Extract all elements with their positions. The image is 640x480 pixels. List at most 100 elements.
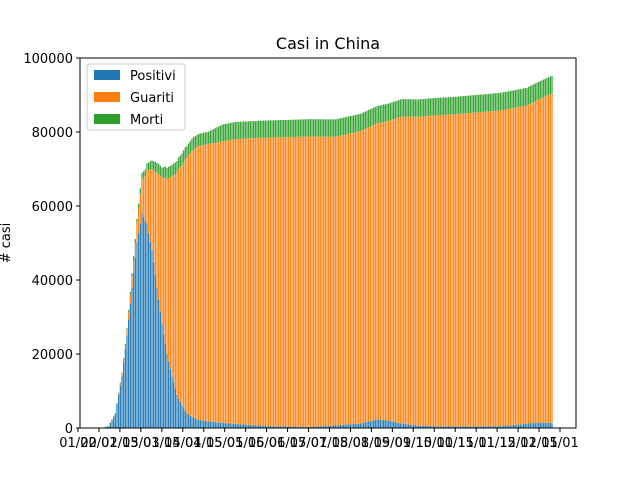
bar-guariti <box>199 145 201 421</box>
bar-morti <box>141 172 143 179</box>
bar-morti <box>219 125 221 142</box>
bar-morti <box>121 372 123 374</box>
bar-guariti <box>513 107 515 425</box>
bar-positivi <box>534 423 536 428</box>
bar-positivi <box>526 423 528 428</box>
bar-guariti <box>549 94 551 423</box>
bar-positivi <box>478 426 480 428</box>
bar-positivi <box>366 421 368 428</box>
bar-positivi <box>464 426 466 428</box>
bar-guariti <box>538 99 540 423</box>
bar-positivi <box>424 425 426 428</box>
bar-morti <box>406 99 408 117</box>
plot-frame <box>79 57 577 429</box>
bar-morti <box>281 120 283 138</box>
bar-guariti <box>294 136 296 427</box>
bar-positivi <box>294 426 296 428</box>
bar-guariti <box>304 136 306 427</box>
bar-positivi <box>508 425 510 428</box>
bar-morti <box>426 98 428 117</box>
bar-positivi <box>431 426 433 428</box>
bar-morti <box>389 102 391 121</box>
bar-morti <box>186 145 188 158</box>
bar-positivi <box>309 426 311 428</box>
bar-guariti <box>396 118 398 423</box>
bar-guariti <box>469 112 471 427</box>
y-axis-label: # casi <box>0 223 14 264</box>
bar-guariti <box>296 136 298 427</box>
legend-label-guariti: Guariti <box>130 91 174 106</box>
bar-morti <box>381 104 383 123</box>
bar-guariti <box>548 95 550 423</box>
bar-morti <box>378 105 380 124</box>
bar-guariti <box>353 132 355 425</box>
bar-positivi <box>136 243 138 428</box>
bar-positivi <box>178 398 180 428</box>
bar-guariti <box>298 136 300 427</box>
bar-morti <box>414 99 416 117</box>
bar-positivi <box>118 394 120 428</box>
bar-guariti <box>389 120 391 421</box>
bar-positivi <box>368 421 370 428</box>
bar-positivi <box>279 426 281 428</box>
bar-morti <box>203 132 205 145</box>
bar-morti <box>198 133 200 147</box>
bar-guariti <box>523 106 525 425</box>
bar-positivi <box>421 425 423 428</box>
bar-guariti <box>461 113 463 427</box>
bar-morti <box>541 80 543 99</box>
bar-morti <box>511 90 513 109</box>
bar-positivi <box>219 422 221 428</box>
bar-positivi <box>131 287 133 428</box>
bar-guariti <box>509 108 511 426</box>
bar-positivi <box>374 419 376 428</box>
bar-guariti <box>286 137 288 427</box>
bar-positivi <box>236 424 238 428</box>
bar-guariti <box>281 137 283 427</box>
bar-morti <box>514 90 516 108</box>
bar-morti <box>526 87 528 106</box>
bar-morti <box>323 119 325 137</box>
bar-guariti <box>254 138 256 426</box>
bar-positivi <box>344 424 346 428</box>
y-tick-label: 20000 <box>32 348 73 363</box>
bar-positivi <box>334 425 336 428</box>
bar-morti <box>163 167 165 178</box>
bar-positivi <box>173 382 175 428</box>
bar-morti <box>318 119 320 137</box>
bar-morti <box>468 95 470 114</box>
bar-guariti <box>278 137 280 427</box>
bar-guariti <box>159 176 161 313</box>
bar-guariti <box>524 105 526 424</box>
bar-positivi <box>438 426 440 428</box>
bar-guariti <box>473 112 475 427</box>
bar-guariti <box>191 150 193 417</box>
bar-morti <box>263 120 265 138</box>
bar-morti <box>398 100 400 118</box>
bar-morti <box>441 97 443 115</box>
bar-morti <box>316 119 318 137</box>
bar-guariti <box>311 136 313 427</box>
bar-guariti <box>411 116 413 425</box>
bar-guariti <box>349 133 351 425</box>
bar-morti <box>188 143 190 156</box>
bar-guariti <box>521 106 523 425</box>
x-tick-label: 05/01 <box>206 436 243 451</box>
bar-positivi <box>546 422 548 428</box>
bar-positivi <box>113 416 115 428</box>
bar-guariti <box>163 177 165 335</box>
bar-positivi <box>539 422 541 428</box>
bar-guariti <box>144 176 146 221</box>
bar-guariti <box>466 113 468 427</box>
bar-morti <box>424 98 426 117</box>
bar-morti <box>471 95 473 113</box>
bar-positivi <box>206 421 208 428</box>
bar-morti <box>431 98 433 116</box>
bar-guariti <box>484 111 486 427</box>
bar-guariti <box>543 97 545 423</box>
bar-morti <box>453 96 455 115</box>
bar-morti <box>274 120 276 138</box>
bar-guariti <box>313 136 315 427</box>
bar-guariti <box>471 112 473 427</box>
